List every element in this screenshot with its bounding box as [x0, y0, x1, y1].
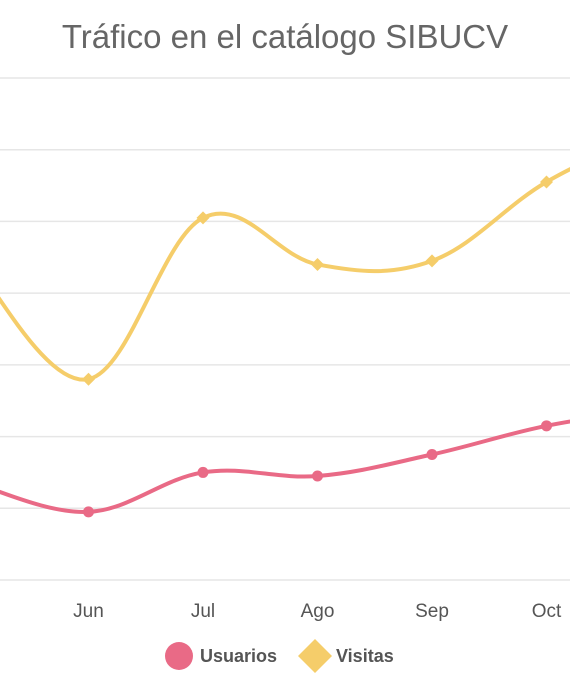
series-line-visitas — [0, 167, 570, 382]
legend-usuarios-marker — [165, 642, 193, 670]
x-axis-ticks: Jun Jul Ago Sep Oct — [73, 601, 562, 622]
x-tick-label: Ago — [301, 601, 335, 622]
series-layer — [0, 167, 570, 518]
legend-item-usuarios[interactable]: Usuarios — [165, 642, 277, 670]
series-line-usuarios — [0, 419, 570, 514]
x-tick-label: Jul — [191, 601, 215, 622]
legend-usuarios-label: Usuarios — [200, 646, 277, 666]
chart-title: Tráfico en el catálogo SIBUCV — [62, 18, 508, 55]
legend-visitas-marker — [298, 639, 332, 673]
legend-visitas-label: Visitas — [336, 646, 394, 666]
data-point-usuarios[interactable] — [541, 420, 552, 432]
data-point-visitas[interactable] — [196, 211, 210, 225]
legend-item-visitas[interactable]: Visitas — [298, 639, 394, 673]
data-point-usuarios[interactable] — [197, 466, 209, 478]
x-tick-label: Sep — [415, 601, 449, 622]
gridlines — [0, 77, 570, 581]
data-point-visitas[interactable] — [311, 257, 324, 271]
data-point-usuarios[interactable] — [83, 506, 94, 518]
x-tick-label: Jun — [73, 601, 104, 622]
data-point-usuarios[interactable] — [426, 449, 438, 460]
data-point-visitas[interactable] — [425, 254, 439, 268]
x-tick-label: Oct — [532, 601, 562, 622]
data-point-visitas[interactable] — [82, 372, 95, 386]
legend[interactable]: Usuarios Visitas — [165, 639, 394, 673]
data-point-usuarios[interactable] — [312, 470, 323, 482]
data-point-visitas[interactable] — [540, 175, 553, 189]
